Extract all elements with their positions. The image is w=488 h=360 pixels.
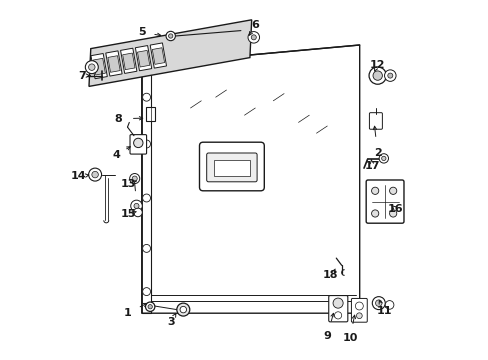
- Polygon shape: [91, 54, 107, 79]
- Circle shape: [134, 203, 139, 208]
- Circle shape: [247, 32, 259, 43]
- Text: 8: 8: [114, 114, 122, 124]
- Text: 4: 4: [113, 150, 121, 160]
- FancyBboxPatch shape: [368, 113, 382, 129]
- Circle shape: [180, 306, 186, 313]
- FancyBboxPatch shape: [206, 153, 257, 182]
- Circle shape: [332, 298, 343, 308]
- FancyBboxPatch shape: [213, 160, 249, 176]
- Circle shape: [371, 210, 378, 217]
- Circle shape: [381, 156, 385, 161]
- Circle shape: [334, 312, 341, 319]
- Circle shape: [88, 64, 95, 71]
- Circle shape: [142, 140, 150, 148]
- Circle shape: [92, 171, 98, 178]
- Text: 7: 7: [78, 71, 85, 81]
- Circle shape: [129, 174, 140, 184]
- Circle shape: [356, 313, 362, 319]
- Text: 17: 17: [364, 161, 379, 171]
- Circle shape: [387, 73, 392, 78]
- Text: 3: 3: [166, 317, 174, 327]
- Polygon shape: [142, 45, 359, 313]
- Polygon shape: [93, 58, 105, 75]
- Circle shape: [133, 208, 142, 217]
- Text: 13: 13: [121, 179, 136, 189]
- Circle shape: [145, 302, 155, 311]
- Text: 11: 11: [376, 306, 391, 316]
- Circle shape: [368, 67, 386, 84]
- Text: 12: 12: [369, 60, 385, 70]
- Polygon shape: [89, 20, 251, 86]
- FancyBboxPatch shape: [328, 296, 347, 322]
- Text: 6: 6: [251, 20, 259, 30]
- Circle shape: [389, 187, 396, 194]
- Circle shape: [148, 305, 152, 309]
- Text: 1: 1: [123, 308, 131, 318]
- Circle shape: [142, 288, 150, 296]
- Polygon shape: [122, 53, 135, 69]
- Polygon shape: [108, 56, 120, 72]
- Circle shape: [389, 210, 396, 217]
- Circle shape: [142, 244, 150, 252]
- Text: 9: 9: [323, 330, 330, 341]
- Polygon shape: [150, 43, 166, 68]
- FancyBboxPatch shape: [146, 107, 155, 121]
- Polygon shape: [105, 51, 122, 76]
- Polygon shape: [135, 46, 151, 71]
- Text: 16: 16: [387, 204, 403, 214]
- Text: 10: 10: [342, 333, 357, 343]
- Circle shape: [378, 154, 387, 163]
- Circle shape: [88, 168, 102, 181]
- Circle shape: [385, 301, 393, 309]
- Text: 5: 5: [138, 27, 145, 37]
- Circle shape: [166, 31, 175, 41]
- Text: 18: 18: [323, 270, 338, 280]
- Circle shape: [375, 300, 381, 306]
- Circle shape: [371, 187, 378, 194]
- FancyBboxPatch shape: [199, 142, 264, 191]
- Polygon shape: [137, 50, 149, 67]
- Circle shape: [168, 34, 172, 38]
- Polygon shape: [152, 48, 164, 64]
- Circle shape: [384, 70, 395, 81]
- Text: 15: 15: [121, 209, 136, 219]
- Circle shape: [142, 194, 150, 202]
- Circle shape: [133, 138, 142, 148]
- Circle shape: [85, 61, 98, 74]
- Circle shape: [132, 176, 137, 181]
- Circle shape: [177, 303, 189, 316]
- FancyBboxPatch shape: [366, 180, 403, 223]
- Circle shape: [371, 297, 385, 310]
- FancyBboxPatch shape: [130, 135, 146, 154]
- Polygon shape: [121, 48, 137, 73]
- FancyBboxPatch shape: [351, 298, 366, 322]
- Text: 2: 2: [373, 148, 381, 158]
- Circle shape: [355, 302, 363, 310]
- Text: 14: 14: [71, 171, 86, 181]
- Circle shape: [372, 71, 382, 80]
- Circle shape: [251, 35, 256, 40]
- Circle shape: [130, 200, 142, 212]
- Circle shape: [142, 93, 150, 101]
